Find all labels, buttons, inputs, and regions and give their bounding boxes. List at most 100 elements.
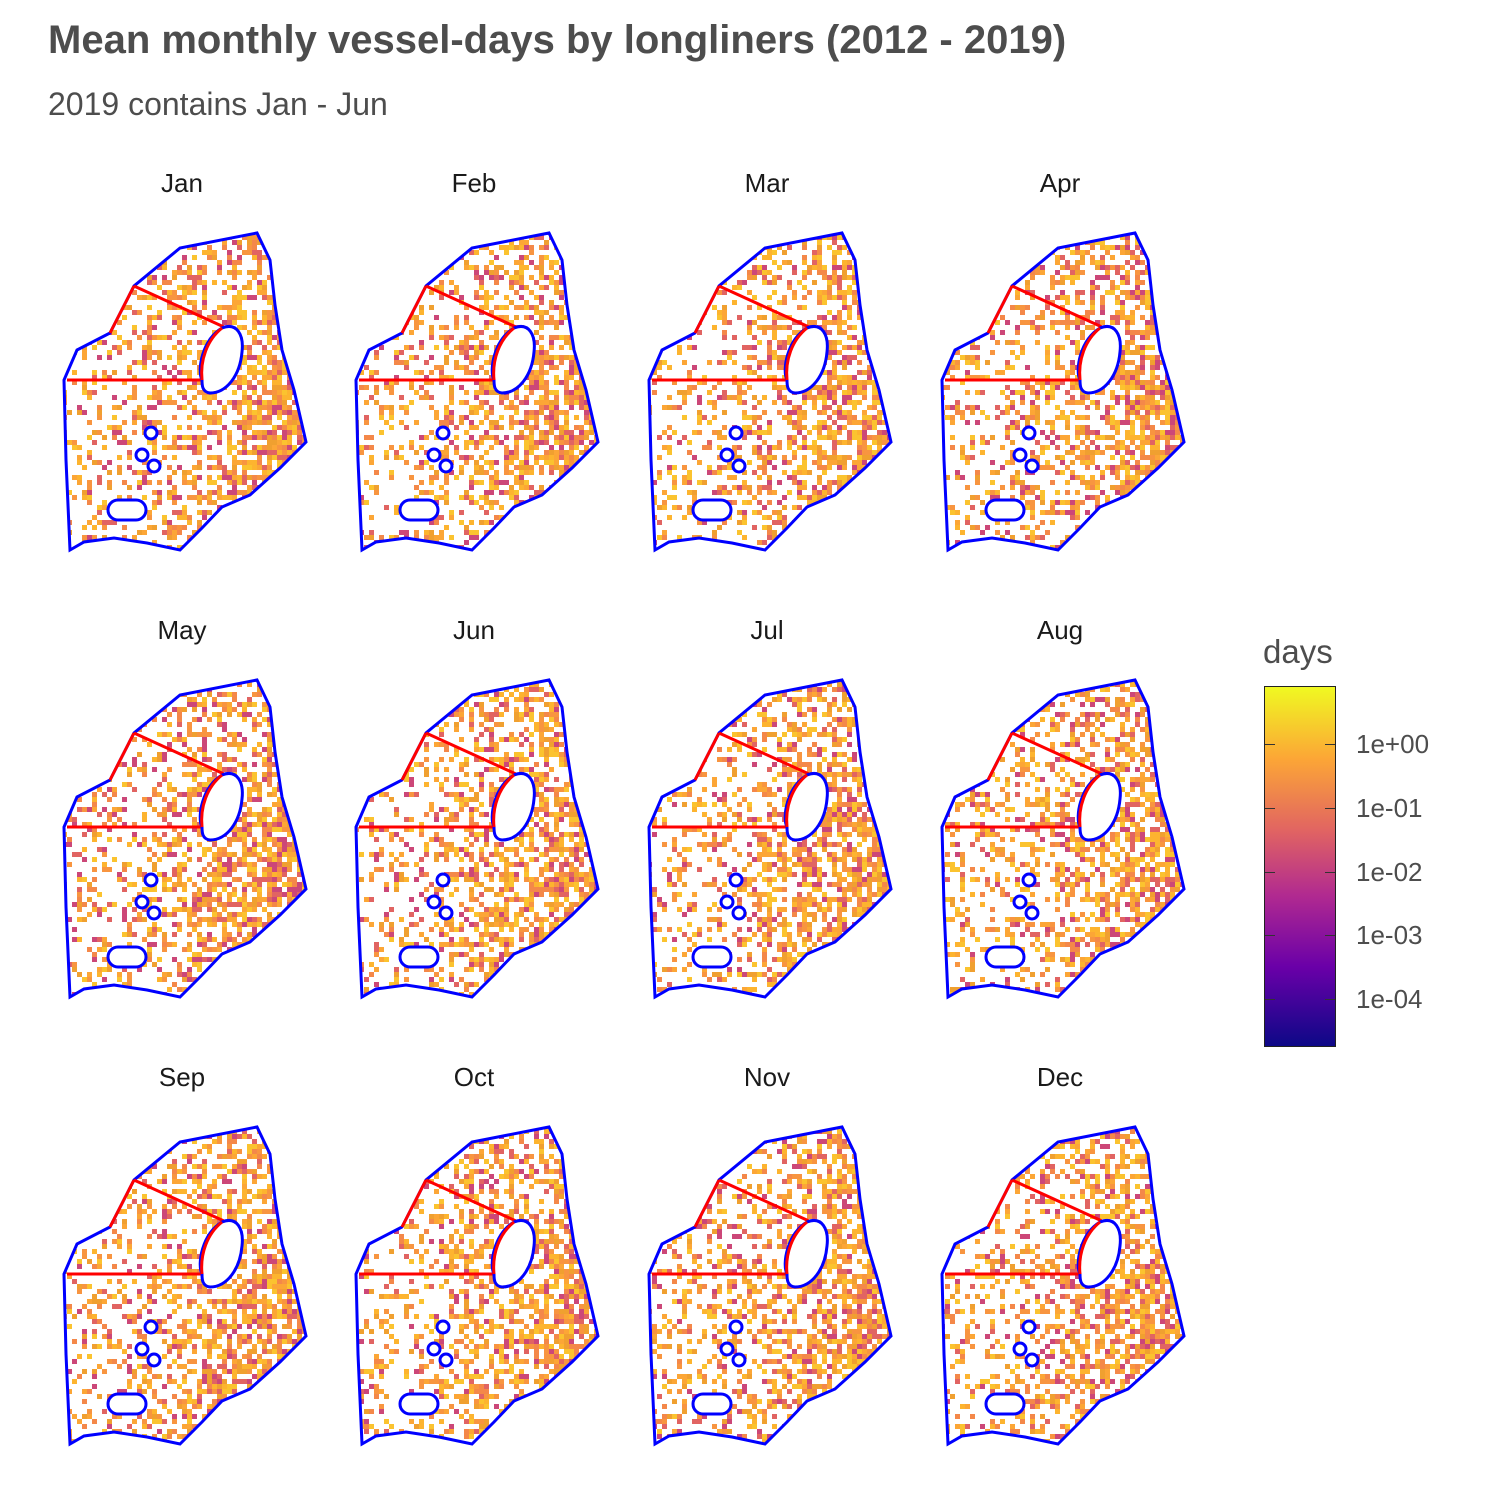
zone-line (785, 773, 808, 828)
legend-label: 1e-01 (1356, 793, 1423, 823)
island-boundary (1024, 1352, 1040, 1368)
panel-title-aug: Aug (1036, 615, 1084, 645)
island-boundary (426, 1341, 442, 1357)
legend-tick-right (1325, 744, 1335, 745)
legend-tick-right (1325, 999, 1335, 1000)
outer-boundary (940, 678, 1186, 1000)
outer-boundary (940, 1125, 1186, 1447)
map-panel-aug (940, 678, 1186, 1000)
zone-line (492, 1220, 515, 1275)
map-panel-may (62, 678, 308, 1000)
effort-cells (942, 233, 1184, 550)
island-boundary (691, 498, 733, 522)
panel-title-dec: Dec (1036, 1062, 1084, 1092)
zone-line (108, 1179, 136, 1228)
map-panel-jun (354, 678, 600, 1000)
island-boundary (731, 458, 747, 474)
map-panel-nov (647, 1125, 893, 1447)
effort-cells (942, 680, 1184, 997)
zone-line (693, 285, 721, 334)
map-panel-sep (62, 1125, 308, 1447)
chart-subtitle: 2019 contains Jan - Jun (48, 86, 388, 122)
effort-cells (942, 1127, 1184, 1444)
zone-line (693, 732, 721, 781)
legend-tick-right (1325, 935, 1335, 936)
map-panel-jul (647, 678, 893, 1000)
island-boundary (143, 425, 159, 441)
zone-line (400, 285, 428, 334)
zone-line (1078, 773, 1101, 828)
zone-line (718, 1178, 810, 1223)
effort-cells (649, 1127, 891, 1444)
outer-boundary (940, 231, 1186, 553)
zone-line (1011, 1178, 1103, 1223)
island-boundary (1021, 1319, 1037, 1335)
effort-cells (356, 680, 598, 997)
effort-cells (649, 233, 891, 550)
island-boundary (728, 425, 744, 441)
legend-tick-left (1265, 999, 1275, 1000)
effort-cells (356, 233, 598, 550)
island-boundary (134, 447, 150, 463)
map-panel-feb (354, 231, 600, 553)
island-boundary (719, 1341, 735, 1357)
island-boundary (106, 945, 148, 969)
zone-line (133, 284, 225, 329)
legend-label: 1e-03 (1356, 920, 1423, 950)
legend-tick-left (1265, 872, 1275, 873)
island-boundary (1021, 872, 1037, 888)
legend-colorbar (1264, 686, 1336, 1047)
zone-line (986, 732, 1014, 781)
outer-boundary (354, 231, 600, 553)
panel-title-sep: Sep (158, 1062, 206, 1092)
chart-title: Mean monthly vessel-days by longliners (… (48, 18, 1067, 62)
zone-line (425, 1178, 517, 1223)
legend-label: 1e-02 (1356, 857, 1423, 887)
zone-line (200, 326, 223, 381)
zone-line (718, 284, 810, 329)
island-boundary (731, 905, 747, 921)
effort-cells (64, 1127, 306, 1444)
map-panel-apr (940, 231, 1186, 553)
zone-line (986, 285, 1014, 334)
island-boundary (1012, 447, 1028, 463)
zone-line (133, 1178, 225, 1223)
island-boundary (426, 894, 442, 910)
island-boundary (984, 945, 1026, 969)
zone-line (492, 326, 515, 381)
island-boundary (438, 458, 454, 474)
island-boundary (435, 1319, 451, 1335)
legend-tick-left (1265, 744, 1275, 745)
zone-line (425, 284, 517, 329)
zone-line (785, 1220, 808, 1275)
panel-title-jun: Jun (453, 615, 495, 645)
zone-line (1011, 731, 1103, 776)
zone-line (986, 1179, 1014, 1228)
zone-line (693, 1179, 721, 1228)
island-boundary (1012, 894, 1028, 910)
island-boundary (1012, 1341, 1028, 1357)
island-boundary (146, 905, 162, 921)
outer-boundary (354, 678, 600, 1000)
zone-line (200, 773, 223, 828)
effort-cells (64, 680, 306, 997)
island-boundary (438, 905, 454, 921)
panel-title-may: May (157, 615, 207, 645)
zone-line (400, 732, 428, 781)
island-boundary (984, 1392, 1026, 1416)
map-panel-mar (647, 231, 893, 553)
island-boundary (146, 1352, 162, 1368)
island-boundary (728, 872, 744, 888)
island-boundary (691, 1392, 733, 1416)
effort-cells (64, 233, 306, 550)
island-boundary (426, 447, 442, 463)
legend-tick-left (1265, 808, 1275, 809)
panel-title-jul: Jul (750, 615, 784, 645)
island-boundary (435, 872, 451, 888)
zone-line (785, 326, 808, 381)
island-boundary (398, 945, 440, 969)
island-boundary (106, 1392, 148, 1416)
island-boundary (146, 458, 162, 474)
map-panel-dec (940, 1125, 1186, 1447)
zone-line (133, 731, 225, 776)
